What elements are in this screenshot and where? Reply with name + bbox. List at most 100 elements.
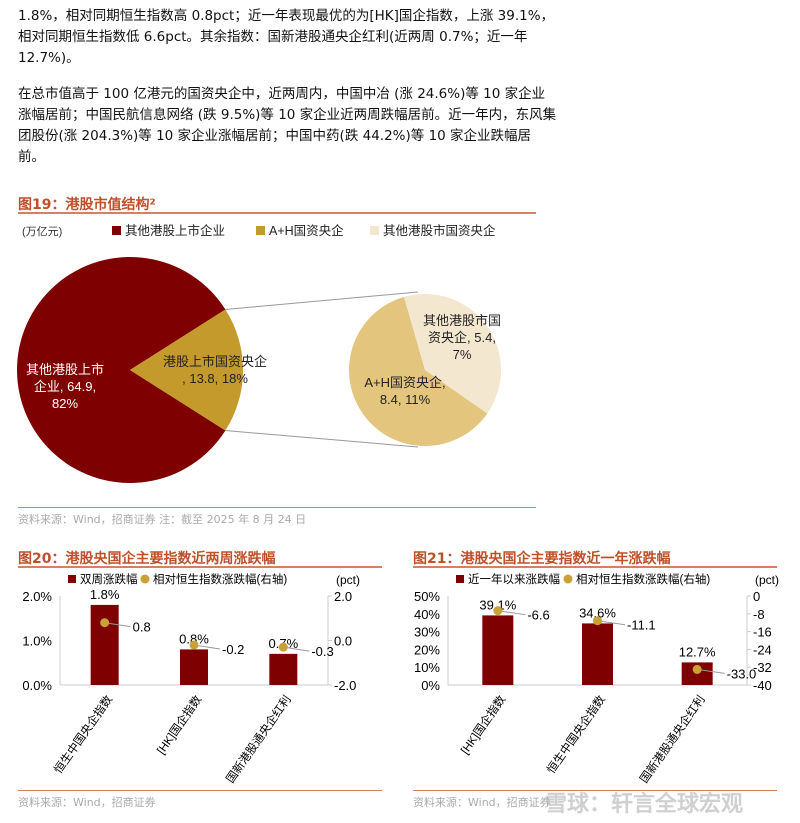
legend-label-dot: 相对恒生指数涨跌幅(右轴) [153, 572, 287, 586]
legend-swatch-bar [456, 575, 464, 583]
x-tick-label: [HK]国企指数 [458, 692, 509, 756]
divider [18, 790, 382, 791]
bar-data-label: 1.8% [90, 587, 120, 602]
fig20-title: 图20：港股央国企主要指数近两周涨跌幅 [18, 551, 276, 567]
dot-data-label: -0.3 [311, 644, 333, 659]
dot-data-label: -33.0 [727, 666, 757, 681]
dot [692, 664, 702, 674]
dot [278, 642, 288, 652]
x-tick-label: 国新港股通央企红利 [637, 693, 708, 786]
legend-label: 其他港股上市企业 [125, 223, 225, 238]
bar [269, 653, 298, 685]
x-tick-label: 恒生中国央企指数 [544, 692, 609, 776]
dot-data-label: -0.2 [222, 642, 244, 657]
y2-tick-label: -24 [753, 642, 772, 657]
divider [18, 566, 382, 568]
y-tick-label: 20% [414, 642, 440, 657]
pie-slice-ah [349, 296, 488, 446]
right-axis-unit: (pct) [755, 573, 779, 587]
pie-unit: (万亿元) [22, 225, 62, 238]
y-tick-label: 10% [414, 660, 440, 675]
y-tick-label: 2.0% [22, 589, 52, 604]
legend-swatch [112, 226, 121, 235]
x-tick-label: [HK]国企指数 [154, 692, 205, 756]
legend-label: A+H国资央企 [269, 223, 344, 238]
dot-data-label: -6.6 [527, 608, 549, 623]
legend-label-bar: 双周涨跌幅 [80, 572, 138, 586]
bar-data-label: 0.8% [179, 631, 209, 646]
leader-line [497, 610, 526, 616]
y2-tick-label: -8 [753, 607, 765, 622]
dot [593, 616, 602, 626]
y-tick-label: 1.0% [22, 634, 52, 649]
y2-tick-label: -2.0 [334, 678, 356, 693]
legend-label: 其他港股市国资央企 [383, 223, 496, 238]
dot [493, 606, 503, 616]
paragraph-2: 在总市值高于 100 亿港元的国资央企中，近两周内，中国中冶 (涨 24.6%)… [18, 86, 557, 165]
y-tick-label: 0% [421, 678, 440, 693]
bar-data-label: 12.7% [679, 644, 716, 659]
bar [582, 623, 613, 685]
pie-slice-other [17, 257, 226, 483]
pie-label-other-soe: 资央企, 5.4, [428, 330, 496, 345]
fig20-source: 资料来源：Wind，招商证券 [18, 796, 156, 809]
fig20-chart: 双周涨跌幅 相对恒生指数涨跌幅(右轴) (pct) 0.0% -2.0 1.0% 0.0 2.… [22, 572, 360, 786]
divider [413, 790, 777, 791]
y-tick-label: 40% [414, 607, 440, 622]
bar [90, 604, 119, 685]
dot-data-label: 0.8 [133, 620, 151, 635]
dot [189, 640, 199, 650]
legend-swatch-dot [563, 574, 573, 584]
pie-slice-other-soe [404, 294, 501, 414]
right-axis-unit: (pct) [336, 573, 360, 587]
legend-swatch [256, 226, 265, 235]
legend-swatch [370, 226, 379, 235]
fig19-title: 图19：港股市值结构² [18, 197, 156, 213]
pie-label-soe: , 13.8, 18% [182, 371, 248, 386]
connector-line [225, 291, 419, 310]
fig21-title: 图21：港股央国企主要指数近一年涨跌幅 [413, 551, 671, 567]
bar [180, 649, 208, 685]
fig21-source: 资料来源：Wind，招商证券 [413, 796, 551, 809]
pie-label-other-soe: 其他港股市国 [423, 313, 501, 328]
connector-line [225, 430, 419, 448]
divider [18, 212, 536, 214]
y2-tick-label: -40 [753, 678, 772, 693]
pie-label-ah: 8.4, 11% [380, 392, 431, 407]
bar-data-label: 39.1% [479, 597, 516, 612]
x-tick-label: 恒生中国央企指数 [51, 692, 116, 776]
pie-label-other-soe: 7% [453, 347, 472, 362]
pie-label-soe: 港股上市国资央企 [163, 354, 267, 369]
y-tick-label: 50% [414, 589, 440, 604]
y2-tick-label: 0.0 [334, 634, 352, 649]
legend-swatch-dot [140, 574, 150, 584]
dot-data-label: -11.1 [627, 618, 656, 633]
divider [413, 566, 777, 568]
pie-slice-soe [130, 309, 243, 431]
bar-data-label: 34.6% [579, 605, 616, 620]
legend-swatch-bar [68, 575, 76, 583]
pie-label-ah: A+H国资央企, [364, 375, 445, 390]
dot [100, 618, 110, 628]
y2-tick-label: 2.0 [334, 589, 352, 604]
watermark: 雪球：轩言全球宏观 [545, 792, 744, 817]
leader-line [597, 620, 626, 626]
paragraph-1: 1.8%，相对同期恒生指数高 0.8pct；近一年表现最优的为[HK]国企指数，… [18, 8, 555, 66]
legend-label-bar: 近一年以来涨跌幅 [468, 572, 560, 586]
leader-line [697, 668, 725, 674]
fig21-chart: 近一年以来涨跌幅 相对恒生指数涨跌幅(右轴) (pct) 0% -40 10% -32 20%… [414, 572, 779, 786]
y2-tick-label: -32 [753, 660, 772, 675]
x-tick-label: 国新港股通央企红利 [223, 693, 294, 786]
legend-label-dot: 相对恒生指数涨跌幅(右轴) [576, 572, 710, 586]
y2-tick-label: -16 [753, 625, 772, 640]
y-tick-label: 30% [414, 625, 440, 640]
fig19-source: 资料来源：Wind，招商证券 注：截至 2025 年 8 月 24 日 [18, 513, 307, 526]
pie-label-other: 82% [52, 396, 78, 411]
pie-label-other: 企业, 64.9, [34, 379, 96, 394]
y2-tick-label: 0 [753, 589, 760, 604]
y-tick-label: 0.0% [22, 678, 52, 693]
divider [18, 507, 536, 508]
bar [482, 615, 514, 685]
pie-label-other: 其他港股上市 [26, 362, 104, 377]
